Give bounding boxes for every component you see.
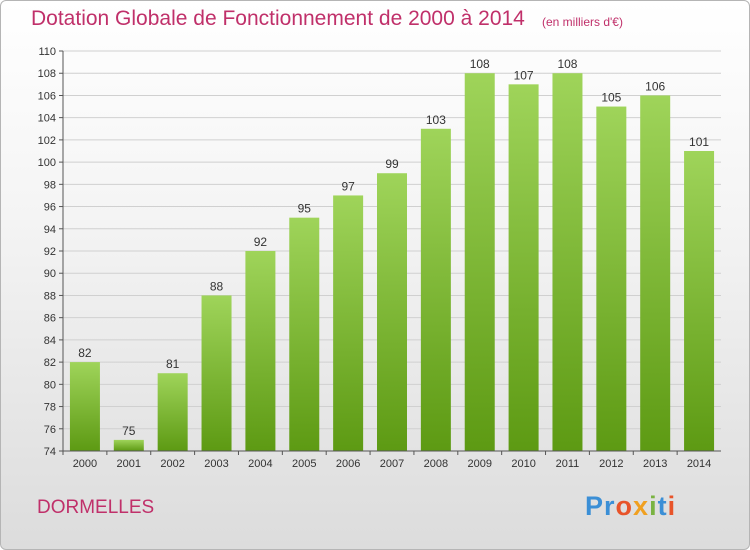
x-tick-label-2002: 2002 [160,458,184,470]
bar-2001 [113,439,144,451]
x-tick-label-2004: 2004 [248,458,272,470]
bar-2009 [464,73,495,451]
chart-unit: (en milliers d'€) [542,15,623,29]
data-label-2000: 82 [78,346,92,360]
bar-2006 [333,195,364,451]
y-tick-label: 84 [44,335,56,347]
commune-name: DORMELLES [37,497,155,518]
bar-2013 [640,95,671,451]
y-tick-label: 98 [44,179,56,191]
x-tick-label-2012: 2012 [599,458,623,470]
y-tick-label: 102 [38,135,56,147]
chart-title: Dotation Globale de Fonctionnement de 20… [31,7,525,30]
bar-2010 [508,84,539,451]
data-label-2008: 103 [426,113,446,127]
data-label-2011: 108 [557,57,577,71]
x-tick-label-2003: 2003 [204,458,228,470]
data-label-2013: 106 [645,79,665,93]
data-label-2010: 107 [514,68,534,82]
bar-2005 [289,217,320,451]
y-tick-label: 88 [44,290,56,302]
x-tick-label-2010: 2010 [511,458,535,470]
data-label-2005: 95 [298,202,312,216]
data-label-2009: 108 [470,57,490,71]
x-tick-label-2007: 2007 [380,458,404,470]
x-tick-label-2000: 2000 [73,458,97,470]
x-tick-label-2005: 2005 [292,458,316,470]
y-tick-label: 80 [44,379,56,391]
bar-2014 [684,151,715,451]
data-label-2012: 105 [601,91,621,105]
bar-2002 [157,373,188,451]
y-tick-label: 106 [38,90,56,102]
bar-2000 [69,362,100,451]
y-tick-label: 74 [44,446,56,458]
x-tick-label-2006: 2006 [336,458,360,470]
x-tick-label-2001: 2001 [117,458,141,470]
y-tick-label: 108 [38,68,56,80]
x-tick-label-2011: 2011 [556,458,580,470]
y-tick-label: 104 [38,113,56,125]
x-tick-label-2014: 2014 [687,458,711,470]
data-label-2014: 101 [689,135,709,149]
bar-2012 [596,106,627,452]
logo-letter: P [585,491,605,521]
x-tick-label-2013: 2013 [643,458,667,470]
data-label-2004: 92 [254,235,268,249]
logo-letter: x [633,491,650,521]
x-tick-label-2008: 2008 [424,458,448,470]
bars: 82 75 81 88 92 95 97 99 103 108 107 108 105 106 101 [69,57,715,452]
logo-letter: i [649,491,658,521]
y-tick-label: 86 [44,313,56,325]
bar-2011 [552,73,583,451]
bar-2003 [201,295,232,451]
bar-2008 [420,128,451,451]
y-tick-label: 82 [44,357,56,369]
bar-2004 [245,251,276,451]
logo-letter: r [604,491,616,521]
y-tick-label: 96 [44,202,56,214]
y-tick-label: 110 [38,46,56,58]
data-label-2006: 97 [341,179,355,193]
data-label-2001: 75 [122,424,136,438]
data-label-2003: 88 [210,279,224,293]
y-tick-label: 94 [44,224,56,236]
bar-2007 [377,173,407,451]
y-tick-label: 92 [44,246,56,258]
logo-letter: i [667,491,677,521]
logo-letter: o [615,491,634,521]
x-tick-label-2009: 2009 [467,458,491,470]
proxiti-logo: Proxiti [585,491,676,522]
y-tick-label: 76 [44,424,56,436]
y-tick-label: 90 [44,268,56,280]
y-tick-label: 78 [44,402,56,414]
y-tick-label: 100 [38,157,56,169]
data-label-2007: 99 [385,157,399,171]
axes: 74 76 78 80 82 84 86 88 90 92 94 96 98 100 102 104 106 10… [38,46,721,470]
data-label-2002: 81 [166,357,180,371]
logo-letter: t [657,491,668,521]
